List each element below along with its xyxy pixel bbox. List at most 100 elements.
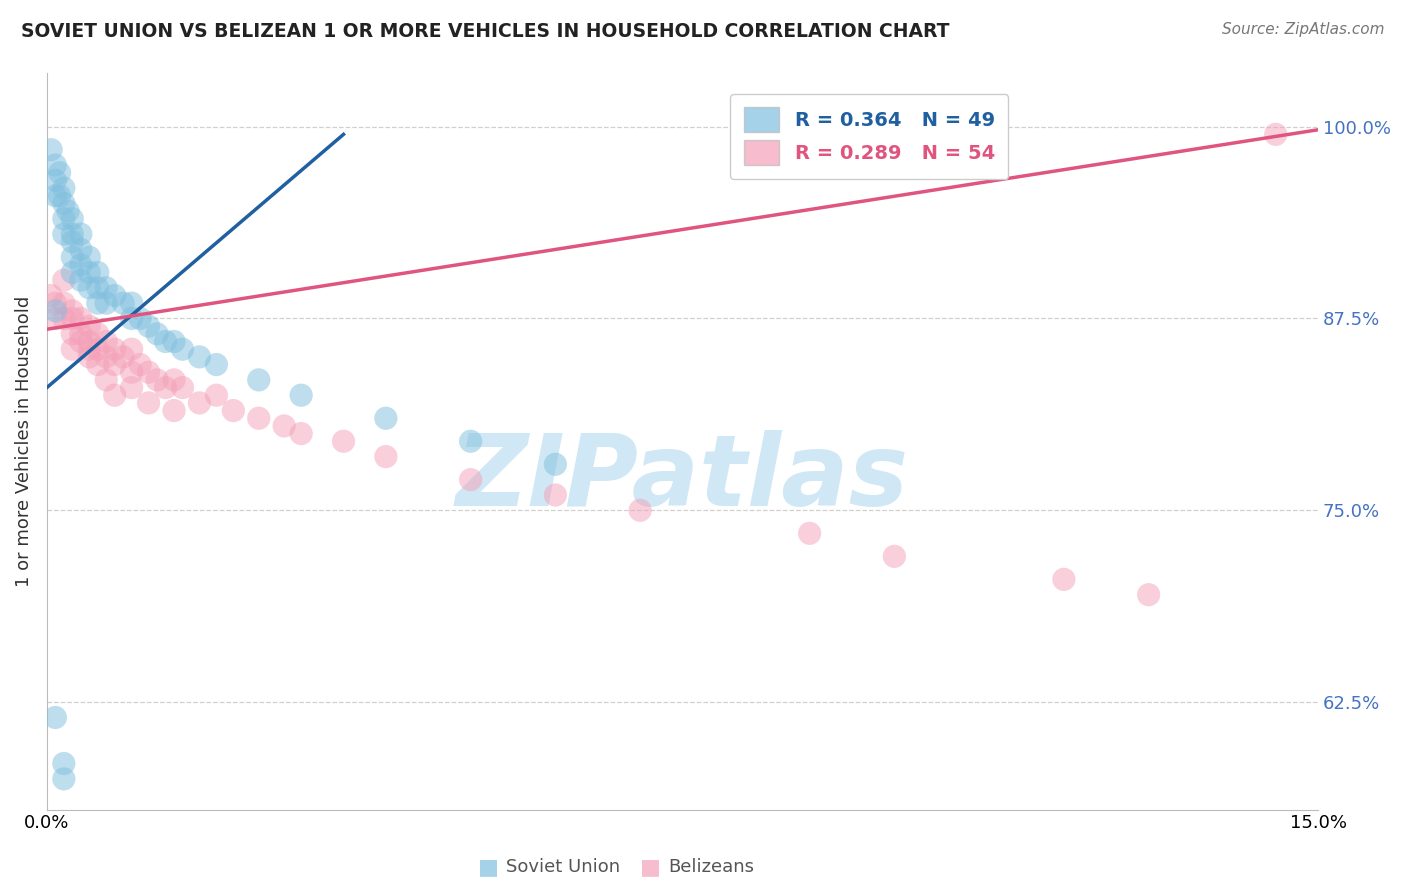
Point	[188, 350, 211, 364]
Point	[155, 380, 177, 394]
Point	[48, 166, 70, 180]
Point	[77, 281, 100, 295]
Point	[104, 288, 127, 302]
Point	[121, 296, 143, 310]
Point	[87, 326, 110, 341]
Point	[60, 227, 83, 241]
Point	[44, 710, 66, 724]
Point	[544, 488, 567, 502]
Point	[69, 326, 91, 341]
Point	[172, 342, 194, 356]
Point	[172, 380, 194, 394]
Point	[56, 204, 79, 219]
Point	[290, 388, 312, 402]
Point	[52, 211, 75, 226]
Text: Source: ZipAtlas.com: Source: ZipAtlas.com	[1222, 22, 1385, 37]
Point	[247, 373, 270, 387]
Point	[44, 188, 66, 202]
Point	[96, 334, 118, 349]
Text: ■: ■	[640, 857, 661, 877]
Point	[44, 296, 66, 310]
Point	[44, 173, 66, 187]
Point	[129, 358, 152, 372]
Point	[121, 380, 143, 394]
Text: ■: ■	[478, 857, 499, 877]
Point	[374, 411, 396, 425]
Point	[77, 334, 100, 349]
Point	[39, 288, 62, 302]
Point	[60, 311, 83, 326]
Point	[205, 358, 228, 372]
Point	[155, 334, 177, 349]
Point	[87, 358, 110, 372]
Point	[96, 373, 118, 387]
Point	[52, 196, 75, 211]
Point	[77, 350, 100, 364]
Point	[87, 265, 110, 279]
Point	[52, 227, 75, 241]
Point	[60, 211, 83, 226]
Point	[1137, 588, 1160, 602]
Text: ZIPatlas: ZIPatlas	[456, 430, 910, 526]
Point	[44, 158, 66, 172]
Point	[163, 373, 186, 387]
Point	[112, 350, 135, 364]
Point	[104, 388, 127, 402]
Point	[52, 296, 75, 310]
Point	[69, 311, 91, 326]
Point	[163, 403, 186, 417]
Point	[104, 358, 127, 372]
Point	[460, 473, 482, 487]
Point	[60, 342, 83, 356]
Point	[883, 549, 905, 564]
Point	[799, 526, 821, 541]
Point	[69, 258, 91, 272]
Point	[87, 281, 110, 295]
Point	[138, 396, 160, 410]
Point	[104, 342, 127, 356]
Point	[60, 250, 83, 264]
Point	[60, 265, 83, 279]
Point	[52, 181, 75, 195]
Y-axis label: 1 or more Vehicles in Household: 1 or more Vehicles in Household	[15, 295, 32, 587]
Point	[69, 273, 91, 287]
Point	[60, 235, 83, 249]
Point	[52, 756, 75, 771]
Point	[44, 303, 66, 318]
Text: Soviet Union: Soviet Union	[506, 858, 620, 876]
Point	[77, 342, 100, 356]
Point	[205, 388, 228, 402]
Point	[44, 311, 66, 326]
Point	[77, 265, 100, 279]
Point	[121, 342, 143, 356]
Point	[374, 450, 396, 464]
Point	[39, 143, 62, 157]
Point	[138, 365, 160, 379]
Point	[138, 319, 160, 334]
Point	[87, 342, 110, 356]
Point	[52, 772, 75, 786]
Text: SOVIET UNION VS BELIZEAN 1 OR MORE VEHICLES IN HOUSEHOLD CORRELATION CHART: SOVIET UNION VS BELIZEAN 1 OR MORE VEHIC…	[21, 22, 949, 41]
Point	[77, 319, 100, 334]
Point	[60, 326, 83, 341]
Point	[96, 296, 118, 310]
Point	[87, 296, 110, 310]
Point	[121, 311, 143, 326]
Point	[273, 418, 295, 433]
Point	[188, 396, 211, 410]
Point	[332, 434, 354, 449]
Point	[112, 296, 135, 310]
Point	[96, 281, 118, 295]
Point	[146, 326, 169, 341]
Point	[48, 188, 70, 202]
Point	[163, 334, 186, 349]
Point	[247, 411, 270, 425]
Point	[1053, 573, 1076, 587]
Point	[77, 250, 100, 264]
Point	[146, 373, 169, 387]
Point	[52, 311, 75, 326]
Point	[121, 365, 143, 379]
Text: Belizeans: Belizeans	[668, 858, 754, 876]
Point	[222, 403, 245, 417]
Point	[544, 457, 567, 471]
